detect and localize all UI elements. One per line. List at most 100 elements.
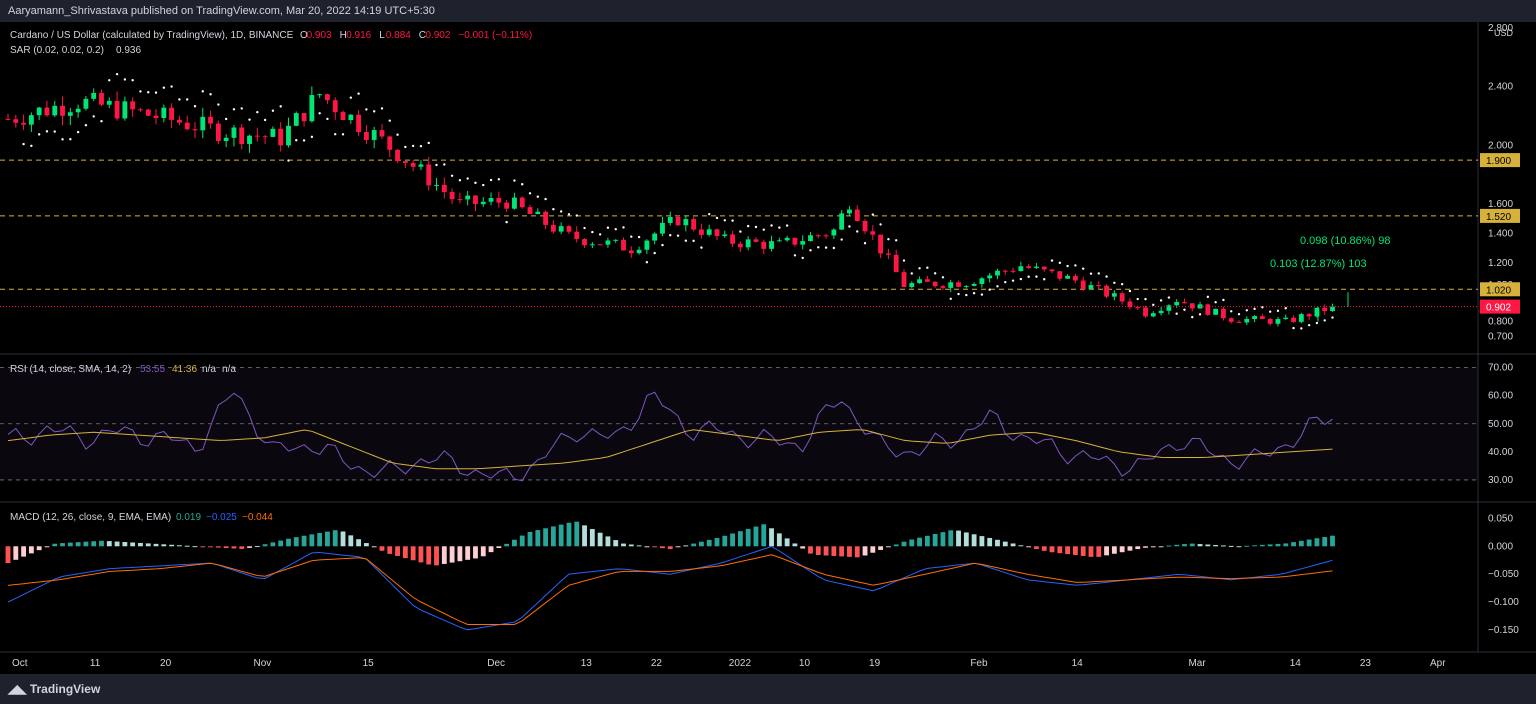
macd-histogram-bar: [465, 546, 471, 560]
candle-body: [847, 209, 852, 214]
sar-dot: [1268, 310, 1272, 313]
level-price-label: 1.020: [1486, 285, 1511, 296]
candle-body: [410, 163, 416, 167]
tradingview-logo[interactable]: ◢◣ TradingView: [8, 682, 100, 696]
candle-body: [1041, 266, 1047, 270]
candle-body: [395, 149, 400, 162]
rsi-axis-tick-label: 60.00: [1488, 391, 1513, 402]
macd-histogram-bar: [948, 530, 954, 547]
sar-dot: [185, 98, 189, 101]
macd-histogram-bar: [550, 526, 556, 547]
rsi-value: 53.55: [140, 364, 165, 375]
sar-dot: [154, 91, 158, 94]
macd-title: MACD (12, 26, close, 9, EMA, EMA): [10, 512, 171, 523]
macd-histogram-bar: [99, 540, 104, 547]
macd-histogram-bar: [823, 546, 829, 556]
sar-dot: [521, 183, 524, 186]
sar-dot: [466, 177, 469, 180]
macd-signal-value: −0.044: [242, 512, 273, 523]
candle-body: [761, 241, 767, 249]
sar-dot: [45, 130, 49, 133]
candle-body: [480, 201, 486, 205]
candle-body: [1236, 321, 1242, 323]
sar-dot: [372, 110, 376, 113]
macd-histogram-bar: [496, 546, 502, 548]
tradingview-logo-text: TradingView: [29, 682, 101, 696]
macd-histogram-bar: [1010, 543, 1016, 547]
candle-body: [956, 282, 961, 287]
sar-dot: [217, 103, 220, 106]
candle-body: [831, 229, 837, 236]
candle-body: [589, 244, 595, 246]
sar-dot: [388, 119, 391, 122]
candle-body: [1065, 275, 1071, 279]
macd-histogram-bar: [660, 546, 665, 549]
sar-dot: [302, 139, 306, 142]
macd-histogram-bar: [83, 541, 89, 547]
rsi-axis-tick-label: 40.00: [1488, 447, 1513, 458]
time-axis-tick-label: Apr: [1430, 658, 1446, 669]
sar-dot: [84, 124, 88, 127]
candle-body: [636, 249, 642, 254]
candle-body: [473, 195, 478, 205]
candle-body: [776, 240, 782, 242]
macd-histogram-bar: [1034, 546, 1039, 549]
candle-body: [1143, 307, 1148, 317]
ohlc-legend-part: 0.916: [346, 30, 371, 41]
chart-area[interactable]: 2.8002.4002.0001.6001.4001.2001.0500.800…: [0, 22, 1536, 674]
candle-body: [1213, 308, 1219, 315]
candle-body: [60, 105, 65, 116]
macd-axis-tick-label: −0.050: [1488, 569, 1519, 580]
macd-histogram-bar: [940, 532, 946, 547]
candle-body: [800, 241, 806, 245]
price-axis-tick-label: 1.600: [1488, 199, 1513, 210]
sar-dot: [1206, 295, 1210, 299]
candle-body: [434, 184, 439, 186]
candle-body: [1158, 310, 1164, 314]
candle-body: [192, 129, 198, 131]
candle-body: [387, 136, 393, 150]
sar-dot: [1315, 321, 1319, 325]
candle-body: [527, 207, 533, 214]
candle-body: [13, 119, 19, 123]
sar-dot: [123, 78, 127, 81]
candle-body: [223, 137, 229, 142]
macd-histogram-bar: [987, 537, 993, 547]
candle-body: [5, 119, 11, 121]
footer-bar: ◢◣ TradingView: [0, 674, 1536, 704]
measurement-label-2: 0.103 (12.87%) 103: [1270, 258, 1367, 270]
sar-dot: [1237, 312, 1241, 316]
price-axis-tick-label: 1.200: [1488, 258, 1513, 269]
macd-histogram-bar: [480, 546, 486, 557]
macd-histogram-bar: [332, 530, 338, 547]
candle-body: [784, 237, 790, 241]
candle-body: [286, 125, 291, 146]
macd-histogram-bar: [769, 528, 774, 547]
candle-body: [1049, 269, 1055, 272]
sar-dot: [1175, 312, 1178, 315]
sar-dot: [754, 225, 758, 229]
sar-dot: [139, 90, 142, 93]
candle-body: [270, 128, 276, 137]
candle-body: [200, 116, 206, 131]
candle-body: [176, 119, 182, 123]
candle-body: [1111, 293, 1117, 297]
sar-legend-label: SAR (0.02, 0.02, 0.2): [10, 45, 104, 56]
candle-body: [138, 109, 143, 111]
sar-dot: [817, 246, 820, 249]
macd-histogram-bar: [963, 532, 969, 547]
macd-histogram-bar: [1259, 544, 1265, 547]
candle-body: [153, 115, 159, 119]
ohlc-legend-part: 0.884: [386, 30, 411, 41]
candle-body: [613, 239, 619, 241]
macd-histogram-bar: [792, 543, 798, 547]
macd-histogram-bar: [5, 546, 11, 564]
sar-dot: [536, 195, 540, 198]
macd-histogram-bar: [831, 546, 837, 556]
time-axis-tick-label: 2022: [729, 658, 752, 669]
ohlc-legend-part: H: [340, 30, 347, 41]
sar-dot: [147, 91, 150, 94]
chart-svg[interactable]: 2.8002.4002.0001.6001.4001.2001.0500.800…: [0, 22, 1536, 674]
price-chart-title: Cardano / US Dollar (calculated by Tradi…: [10, 30, 294, 41]
sar-dot: [326, 117, 329, 121]
